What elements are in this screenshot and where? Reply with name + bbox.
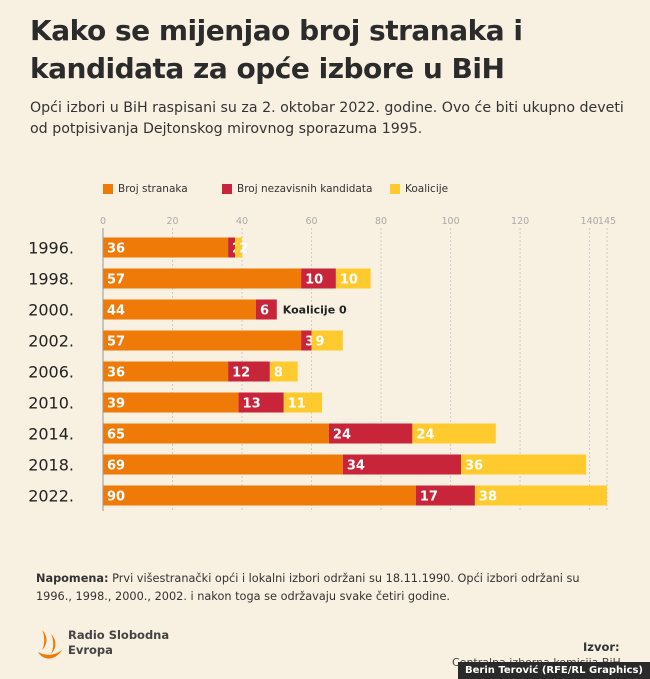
category-label: 1998. xyxy=(28,270,74,289)
bar-value-label: 8 xyxy=(274,366,283,381)
legend-item-nezavisni: Broj nezavisnih kandidata xyxy=(222,183,372,195)
bar-value-label: 3 xyxy=(305,335,314,350)
legend-swatch-stranke xyxy=(103,184,113,194)
category-label: 2006. xyxy=(28,363,74,382)
legend-label-nezavisni: Broj nezavisnih kandidata xyxy=(237,183,373,195)
chart-title: Kako se mijenjao broj stranaka i kandida… xyxy=(30,14,523,85)
bar-segment xyxy=(103,392,239,413)
bar-value-label: 36 xyxy=(107,366,125,381)
x-tick-label: 100 xyxy=(442,216,460,227)
category-label: 2014. xyxy=(28,425,74,444)
bar-segment xyxy=(342,454,462,475)
bar-segment xyxy=(412,423,496,444)
bar-segment xyxy=(255,299,277,320)
bar-value-label: 44 xyxy=(107,304,125,319)
bar-value-label: 11 xyxy=(288,397,306,412)
rse-logo-line1: Radio Slobodna xyxy=(68,628,170,642)
bar-segment xyxy=(228,361,270,382)
bar-segment xyxy=(301,268,336,289)
bar-annotation: Koalicije 0 xyxy=(283,304,347,317)
category-label: 2000. xyxy=(28,301,74,320)
bar-value-label: 36 xyxy=(107,242,125,257)
bar-segment xyxy=(103,237,229,258)
category-label: 2010. xyxy=(28,394,74,413)
bar-value-label: 24 xyxy=(416,428,434,443)
category-label: 2022. xyxy=(28,487,74,506)
bar-value-label: 10 xyxy=(305,273,323,288)
bar-segment xyxy=(103,268,302,289)
category-label: 2018. xyxy=(28,456,74,475)
x-tick-label: 40 xyxy=(236,216,248,227)
bar-value-label: 39 xyxy=(107,397,125,412)
bar-segment xyxy=(238,392,284,413)
bar-segment xyxy=(228,237,236,258)
bar-chart: 0204060801001201401451996.36221998.57101… xyxy=(28,216,616,511)
x-tick-label: 140 xyxy=(581,216,599,227)
bar-segment xyxy=(461,454,587,475)
x-tick-label: 120 xyxy=(511,216,529,227)
legend-swatch-nezavisni xyxy=(222,184,232,194)
bar-value-label: 57 xyxy=(107,273,125,288)
x-tick-label: 60 xyxy=(306,216,318,227)
rse-logo: Radio Slobodna Evropa xyxy=(36,628,176,668)
bar-value-label: 34 xyxy=(347,459,365,474)
rse-logo-text: Radio Slobodna Evropa xyxy=(68,628,169,658)
bar-segment xyxy=(103,454,343,475)
bar-segment xyxy=(235,237,243,258)
bar-value-label: 17 xyxy=(420,490,438,505)
bar-value-label: 90 xyxy=(107,490,125,505)
bar-segment xyxy=(103,299,256,320)
bar-segment xyxy=(311,330,343,351)
bar-segment xyxy=(283,392,322,413)
bar-value-label: 6 xyxy=(260,304,269,319)
bar-value-label: 57 xyxy=(107,335,125,350)
chart-subtitle: Opći izbori u BiH raspisani su za 2. okt… xyxy=(30,100,624,137)
x-tick-label: 80 xyxy=(375,216,387,227)
source-label: Izvor: xyxy=(583,640,620,654)
bar-value-label: 9 xyxy=(316,335,325,350)
legend-item-koalicije: Koalicije xyxy=(390,183,448,195)
bar-value-label: 69 xyxy=(107,459,125,474)
x-tick-label: 0 xyxy=(100,216,106,227)
rse-logo-line2: Evropa xyxy=(68,643,113,657)
bar-value-label: 36 xyxy=(465,459,483,474)
bar-value-label: 65 xyxy=(107,428,125,443)
rse-logo-icon xyxy=(38,630,62,659)
bar-segment xyxy=(103,330,302,351)
note-text: Prvi višestranački opći i lokalni izbori… xyxy=(36,572,580,603)
bar-value-label: 12 xyxy=(232,366,250,381)
category-label: 1996. xyxy=(28,239,74,258)
legend-item-stranke: Broj stranaka xyxy=(103,183,188,195)
legend-swatch-koalicije xyxy=(390,184,400,194)
bar-value-label: 24 xyxy=(333,428,351,443)
bar-value-label: 10 xyxy=(340,273,358,288)
x-tick-label: 20 xyxy=(166,216,178,227)
bar-segment xyxy=(415,485,475,506)
category-label: 2002. xyxy=(28,332,74,351)
note-label: Napomena: xyxy=(36,572,109,585)
x-tick-label: 145 xyxy=(598,216,616,227)
bar-value-label: 2 xyxy=(239,242,248,257)
bar-value-label: 13 xyxy=(243,397,261,412)
bar-segment xyxy=(335,268,371,289)
bar-segment xyxy=(301,330,312,351)
bar-segment xyxy=(103,485,416,506)
bar-segment xyxy=(328,423,413,444)
bar-segment xyxy=(474,485,607,506)
legend-label-koalicije: Koalicije xyxy=(405,183,449,195)
bar-value-label: 38 xyxy=(479,490,497,505)
note: Napomena: Prvi višestranački opći i loka… xyxy=(36,570,616,606)
bar-segment xyxy=(103,361,229,382)
credit: Berin Terović (RFE/RL Graphics) xyxy=(458,662,650,679)
bar-segment xyxy=(269,361,298,382)
bar-segment xyxy=(103,423,329,444)
legend-label-stranke: Broj stranaka xyxy=(118,183,188,195)
